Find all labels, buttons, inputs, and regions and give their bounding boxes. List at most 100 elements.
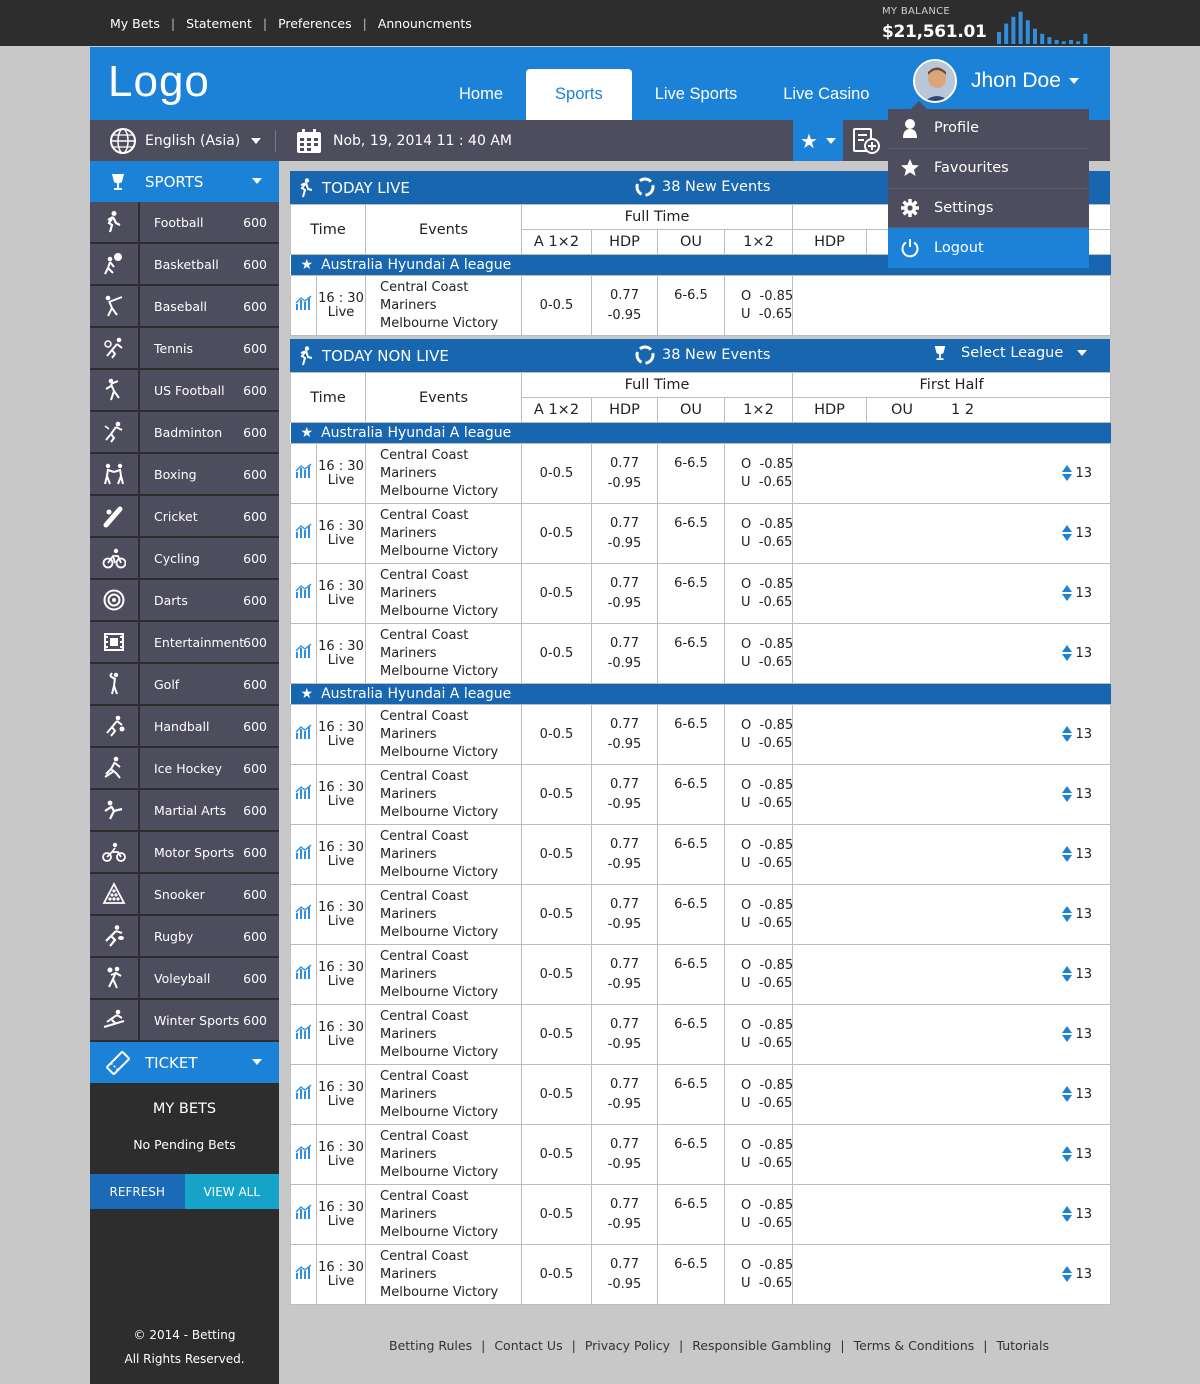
odds-a1x2[interactable]: 0-0.5: [521, 1004, 592, 1065]
nav-live-sports[interactable]: Live Sports: [654, 85, 738, 103]
sidebar-item-football[interactable]: Football 600: [90, 202, 279, 244]
stats-button[interactable]: [290, 1064, 317, 1125]
odds-hdp[interactable]: 0.77 -0.95: [591, 944, 658, 1005]
odds-a1x2[interactable]: 0-0.5: [521, 764, 592, 825]
menu-item-favourites[interactable]: Favourites: [888, 149, 1089, 189]
sidebar-item-handball[interactable]: Handball 600: [90, 706, 279, 748]
table-row[interactable]: 16 : 30 Live Central Coast Mariners Melbour…: [290, 503, 1112, 564]
more-markets-button[interactable]: 13: [792, 563, 1112, 624]
sidebar-item-ice-hockey[interactable]: Ice Hockey 600: [90, 748, 279, 790]
odds-hdp[interactable]: 0.77 -0.95: [591, 503, 658, 564]
more-markets-button[interactable]: 13: [792, 1244, 1112, 1305]
more-markets-button[interactable]: 13: [792, 623, 1112, 684]
footer-link-tutorials[interactable]: Tutorials: [996, 1338, 1049, 1353]
stats-button[interactable]: [290, 275, 317, 336]
odds-a1x2[interactable]: 0-0.5: [521, 503, 592, 564]
odds-ou[interactable]: 6-6.5: [657, 623, 725, 684]
footer-link-responsible-gambling[interactable]: Responsible Gambling: [692, 1338, 832, 1353]
stats-button[interactable]: [290, 944, 317, 1005]
odds-1x2[interactable]: O -0.85 U -0.65: [723, 623, 793, 684]
odds-a1x2[interactable]: 0-0.5: [521, 824, 592, 885]
odds-hdp[interactable]: 0.77 -0.95: [591, 1064, 658, 1125]
more-markets-button[interactable]: 13: [792, 1004, 1112, 1065]
more-markets-button[interactable]: 13: [792, 503, 1112, 564]
stats-button[interactable]: [290, 884, 317, 945]
more-markets-button[interactable]: 13: [792, 443, 1112, 504]
star-icon[interactable]: ★: [300, 425, 314, 441]
sidebar-item-tennis[interactable]: Tennis 600: [90, 328, 279, 370]
odds-hdp[interactable]: 0.77 -0.95: [591, 443, 658, 504]
star-icon[interactable]: ★: [300, 686, 314, 702]
sidebar-item-badminton[interactable]: Badminton 600: [90, 412, 279, 454]
table-row[interactable]: 16 : 30 Live Central Coast Mariners Melbour…: [290, 275, 1112, 336]
footer-link-terms-conditions[interactable]: Terms & Conditions: [853, 1338, 975, 1353]
stats-button[interactable]: [290, 824, 317, 885]
odds-ou[interactable]: 6-6.5: [657, 764, 725, 825]
odds-1x2[interactable]: O -0.85 U -0.65: [723, 1004, 793, 1065]
table-row[interactable]: 16 : 30 Live Central Coast Mariners Melbour…: [290, 563, 1112, 624]
odds-hdp[interactable]: 0.77 -0.95: [591, 1184, 658, 1245]
nav-home[interactable]: Home: [459, 85, 504, 103]
stats-button[interactable]: [290, 503, 317, 564]
odds-hdp[interactable]: 0.77 -0.95: [591, 1004, 658, 1065]
new-events-indicator[interactable]: 38 New Events: [635, 177, 770, 197]
sidebar-item-winter-sports[interactable]: Winter Sports 600: [90, 1000, 279, 1042]
table-row[interactable]: 16 : 30 Live Central Coast Mariners Melbour…: [290, 623, 1112, 684]
new-events-indicator[interactable]: 38 New Events: [635, 345, 770, 365]
sidebar-item-motor-sports[interactable]: Motor Sports 600: [90, 832, 279, 874]
odds-1x2[interactable]: O -0.85 U -0.65: [723, 1064, 793, 1125]
sidebar-item-cycling[interactable]: Cycling 600: [90, 538, 279, 580]
footer-link-betting-rules[interactable]: Betting Rules: [389, 1338, 473, 1353]
language-selector[interactable]: English (Asia): [110, 128, 262, 154]
odds-1x2[interactable]: O -0.85 U -0.65: [723, 563, 793, 624]
odds-hdp[interactable]: 0.77 -0.95: [591, 563, 658, 624]
more-markets-button[interactable]: 13: [792, 1124, 1112, 1185]
nav-sports[interactable]: Sports: [526, 69, 632, 120]
odds-ou[interactable]: 6-6.5: [657, 1004, 725, 1065]
table-row[interactable]: 16 : 30 Live Central Coast Mariners Melbour…: [290, 1184, 1112, 1245]
odds-a1x2[interactable]: 0-0.5: [521, 944, 592, 1005]
footer-link-privacy-policy[interactable]: Privacy Policy: [584, 1338, 670, 1353]
odds-1x2[interactable]: O -0.85 U -0.65: [723, 275, 793, 336]
more-markets-button[interactable]: 13: [792, 1064, 1112, 1125]
ticket-section-header[interactable]: TICKET: [90, 1042, 279, 1083]
table-row[interactable]: 16 : 30 Live Central Coast Mariners Melbour…: [290, 704, 1112, 765]
odds-a1x2[interactable]: 0-0.5: [521, 1184, 592, 1245]
menu-item-profile[interactable]: Profile: [888, 109, 1089, 149]
odds-a1x2[interactable]: 0-0.5: [521, 884, 592, 945]
more-markets-button[interactable]: 13: [792, 704, 1112, 765]
odds-1x2[interactable]: O -0.85 U -0.65: [723, 1124, 793, 1185]
select-league-dropdown[interactable]: Select League: [933, 345, 1088, 361]
table-row[interactable]: 16 : 30 Live Central Coast Mariners Melbour…: [290, 443, 1112, 504]
stats-button[interactable]: [290, 1004, 317, 1065]
top-link-statement[interactable]: Statement: [186, 16, 252, 31]
odds-1x2[interactable]: O -0.85 U -0.65: [723, 764, 793, 825]
odds-1x2[interactable]: O -0.85 U -0.65: [723, 944, 793, 1005]
odds-a1x2[interactable]: 0-0.5: [521, 1064, 592, 1125]
odds-1x2[interactable]: O -0.85 U -0.65: [723, 443, 793, 504]
user-menu-toggle[interactable]: Jhon Doe: [913, 59, 1079, 103]
star-icon[interactable]: ★: [300, 257, 314, 273]
odds-1x2[interactable]: O -0.85 U -0.65: [723, 1184, 793, 1245]
table-row[interactable]: 16 : 30 Live Central Coast Mariners Melbour…: [290, 824, 1112, 885]
odds-hdp[interactable]: 0.77 -0.95: [591, 884, 658, 945]
stats-button[interactable]: [290, 1184, 317, 1245]
odds-1x2[interactable]: O -0.85 U -0.65: [723, 1244, 793, 1305]
logo[interactable]: Logo: [108, 57, 210, 106]
top-link-my-bets[interactable]: My Bets: [110, 16, 160, 31]
more-markets-button[interactable]: 13: [792, 884, 1112, 945]
odds-hdp[interactable]: 0.77 -0.95: [591, 1244, 658, 1305]
table-row[interactable]: 16 : 30 Live Central Coast Mariners Melbour…: [290, 1124, 1112, 1185]
sidebar-item-snooker[interactable]: Snooker 600: [90, 874, 279, 916]
more-markets-button[interactable]: 13: [792, 1184, 1112, 1245]
table-row[interactable]: 16 : 30 Live Central Coast Mariners Melbour…: [290, 1004, 1112, 1065]
odds-a1x2[interactable]: 0-0.5: [521, 623, 592, 684]
table-row[interactable]: 16 : 30 Live Central Coast Mariners Melbour…: [290, 1244, 1112, 1305]
sidebar-item-cricket[interactable]: Cricket 600: [90, 496, 279, 538]
odds-ou[interactable]: 6-6.5: [657, 944, 725, 1005]
odds-ou[interactable]: 6-6.5: [657, 563, 725, 624]
sidebar-item-rugby[interactable]: Rugby 600: [90, 916, 279, 958]
league-row[interactable]: ★ Australia Hyundai A league: [290, 422, 1111, 444]
odds-a1x2[interactable]: 0-0.5: [521, 443, 592, 504]
odds-a1x2[interactable]: 0-0.5: [521, 704, 592, 765]
